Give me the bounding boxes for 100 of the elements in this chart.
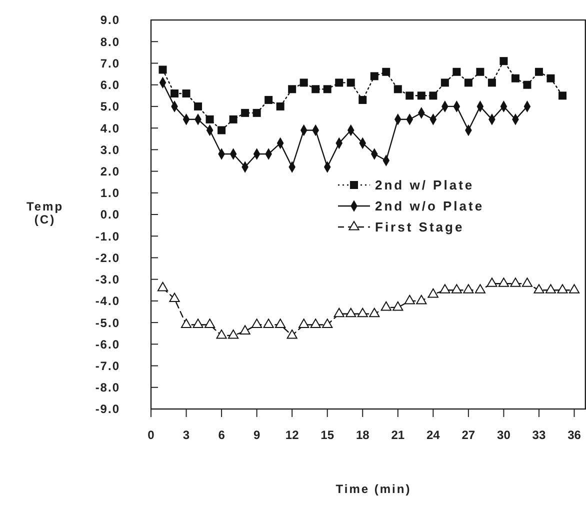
point	[322, 318, 333, 328]
y-tick-label: 5.0	[100, 100, 120, 114]
x-tick-label: 6	[218, 428, 226, 442]
point	[288, 85, 296, 94]
point	[416, 294, 427, 304]
point	[382, 68, 390, 76]
point	[346, 78, 355, 87]
point	[310, 318, 321, 328]
point	[263, 318, 274, 328]
point	[169, 292, 180, 302]
point	[276, 102, 284, 110]
point	[380, 301, 392, 311]
point	[558, 92, 566, 100]
y-tick-label: -4.0	[95, 294, 120, 308]
point	[157, 282, 168, 292]
x-tick-label: 15	[320, 428, 334, 442]
legend-label: 2nd w/o Plate	[375, 198, 484, 214]
y-tick-label: 1.0	[100, 186, 120, 200]
point	[545, 284, 556, 294]
y-axis-title: Temp (C)	[26, 200, 64, 226]
x-tick-label: 30	[497, 428, 511, 442]
point	[158, 66, 167, 74]
y-tick-label: -7.0	[95, 358, 120, 373]
point	[476, 68, 484, 76]
point	[275, 318, 286, 328]
point	[357, 308, 368, 318]
x-tick-label: 21	[391, 428, 405, 442]
point	[312, 85, 320, 94]
point	[392, 301, 404, 311]
point	[394, 85, 402, 94]
point	[194, 102, 202, 110]
point	[546, 74, 555, 82]
point	[370, 72, 378, 80]
x-axis-title: Time (min)	[336, 482, 412, 496]
point	[474, 284, 486, 294]
x-tick-label: 12	[285, 428, 300, 442]
point	[498, 278, 510, 287]
point	[404, 294, 415, 304]
point	[534, 284, 544, 294]
point	[252, 108, 261, 117]
x-tick-label: 18	[356, 428, 370, 442]
point	[346, 308, 356, 318]
point	[252, 318, 262, 328]
point	[298, 318, 310, 328]
point	[264, 96, 273, 104]
y-tick-label: -5.0	[95, 316, 120, 330]
point	[510, 278, 521, 287]
point	[335, 78, 344, 87]
y-tick-label: 4.0	[100, 121, 120, 136]
point	[334, 308, 344, 318]
point	[406, 92, 414, 100]
y-tick-label: 2.0	[100, 164, 120, 178]
point	[216, 329, 227, 339]
legend-label: First Stage	[375, 220, 464, 235]
y-tick-label: -2.0	[95, 250, 120, 265]
point	[192, 318, 204, 328]
point	[229, 115, 238, 124]
y-tick-label: 0.0	[100, 208, 120, 222]
point	[170, 89, 179, 98]
point	[358, 96, 367, 104]
y-tick-label: 7.0	[100, 56, 120, 70]
point	[440, 78, 449, 87]
y-tick-label: -1.0	[95, 229, 120, 244]
point	[522, 278, 533, 287]
y-tick-label: -9.0	[95, 402, 120, 416]
y-tick-label: -8.0	[95, 380, 120, 395]
point	[417, 92, 426, 100]
point	[206, 115, 214, 124]
legend-label: 2nd w/ Plate	[375, 178, 474, 193]
y-tick-label: 6.0	[100, 78, 120, 92]
x-tick-label: 27	[462, 428, 476, 442]
point	[369, 308, 380, 318]
x-tick-label: 0	[148, 428, 155, 442]
point	[429, 92, 438, 100]
point	[463, 284, 474, 294]
point	[534, 68, 543, 76]
y-tick-label: 8.0	[100, 34, 120, 49]
point	[204, 318, 216, 328]
point	[557, 284, 568, 294]
x-tick-label: 36	[568, 428, 582, 442]
point	[182, 89, 190, 98]
y-tick-label: 3.0	[100, 142, 120, 157]
point	[500, 57, 508, 66]
point	[241, 108, 250, 117]
x-tick-label: 3	[182, 428, 190, 442]
point	[486, 278, 498, 287]
point	[300, 78, 308, 87]
point	[452, 68, 461, 76]
point	[511, 74, 520, 82]
y-tick-label: -3.0	[95, 272, 120, 287]
point	[240, 325, 250, 334]
y-tick-label: 9.0	[100, 13, 120, 28]
point	[523, 80, 532, 89]
point	[228, 329, 239, 339]
point	[451, 284, 462, 294]
point	[323, 85, 332, 94]
point	[488, 78, 496, 87]
point	[428, 288, 438, 298]
point	[286, 329, 298, 339]
point	[440, 284, 450, 294]
